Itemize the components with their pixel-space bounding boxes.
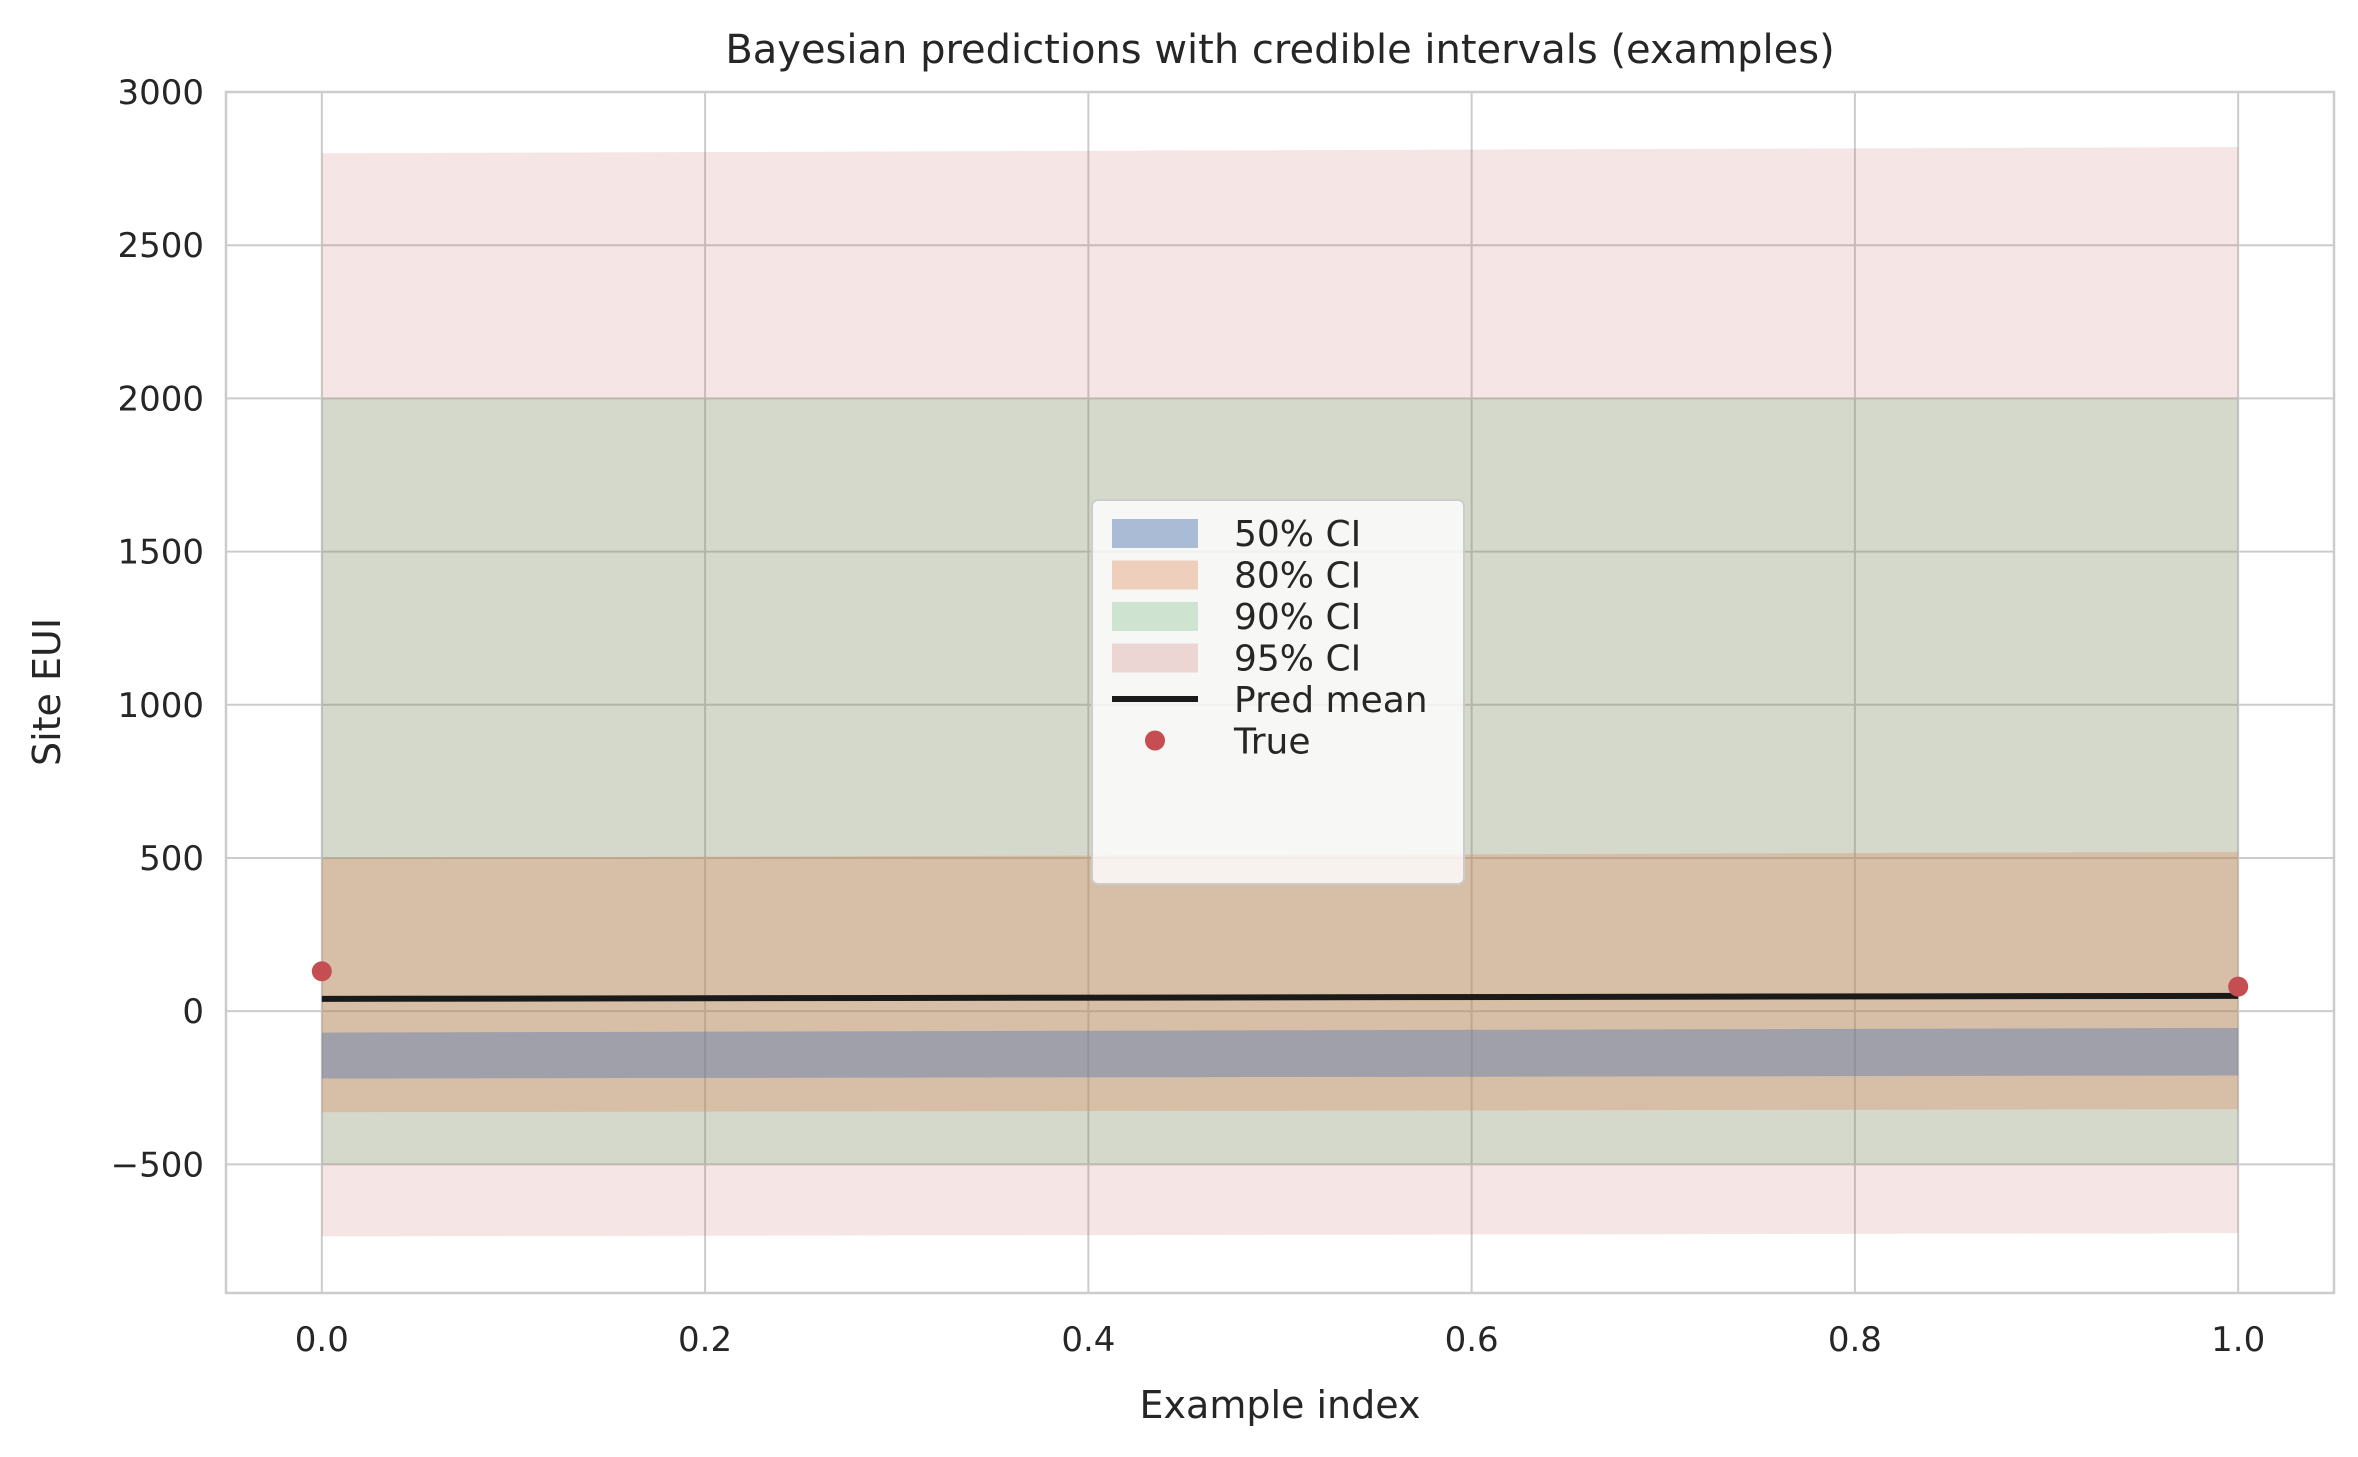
legend-swatch <box>1112 560 1198 590</box>
y-tick-label: 2000 <box>117 379 204 419</box>
x-tick-labels: 0.0 0.2 0.4 0.6 0.8 1.0 <box>295 1320 2265 1360</box>
mean-line-group <box>321 992 2239 1002</box>
pred-mean-line <box>321 992 2239 1002</box>
true-points-group <box>311 961 2249 997</box>
true-point <box>311 961 332 982</box>
x-tick-label: 0.8 <box>1828 1320 1882 1360</box>
x-tick-label: 0.0 <box>295 1320 349 1360</box>
y-tick-label: 1000 <box>117 686 204 726</box>
true-point <box>2228 976 2249 997</box>
x-axis-title: Example index <box>1140 1383 1421 1427</box>
legend-label: Pred mean <box>1234 680 1428 721</box>
legend-swatch <box>1112 643 1198 673</box>
y-tick-label: −500 <box>111 1145 204 1185</box>
legend-label: 90% CI <box>1234 597 1361 638</box>
y-tick-labels: −500 0 500 1000 1500 2000 2500 3000 <box>111 73 204 1185</box>
legend-label: 80% CI <box>1234 556 1361 597</box>
y-tick-label: 1500 <box>117 533 204 573</box>
legend-marker-swatch <box>1145 730 1165 751</box>
legend-label: True <box>1233 722 1310 763</box>
legend-label: 95% CI <box>1234 639 1361 680</box>
y-tick-label: 3000 <box>117 73 204 113</box>
y-tick-label: 2500 <box>117 226 204 266</box>
legend-box <box>1091 499 1465 885</box>
band-50-ci <box>321 1027 2239 1079</box>
x-tick-label: 0.4 <box>1061 1320 1115 1360</box>
chart-title: Bayesian predictions with credible inter… <box>725 27 1834 73</box>
y-axis-title: Site EUI <box>25 618 69 766</box>
legend-swatch <box>1112 602 1198 631</box>
x-tick-label: 0.2 <box>678 1320 732 1360</box>
plot-frame <box>224 90 2336 1295</box>
x-tick-label: 0.6 <box>1445 1320 1499 1360</box>
legend-label: 50% CI <box>1234 514 1361 555</box>
y-tick-label: 500 <box>139 839 204 879</box>
y-tick-label: 0 <box>182 992 204 1032</box>
band-80-ci <box>321 851 2239 1113</box>
legend-swatch <box>1112 519 1198 548</box>
x-tick-label: 1.0 <box>2211 1320 2265 1360</box>
